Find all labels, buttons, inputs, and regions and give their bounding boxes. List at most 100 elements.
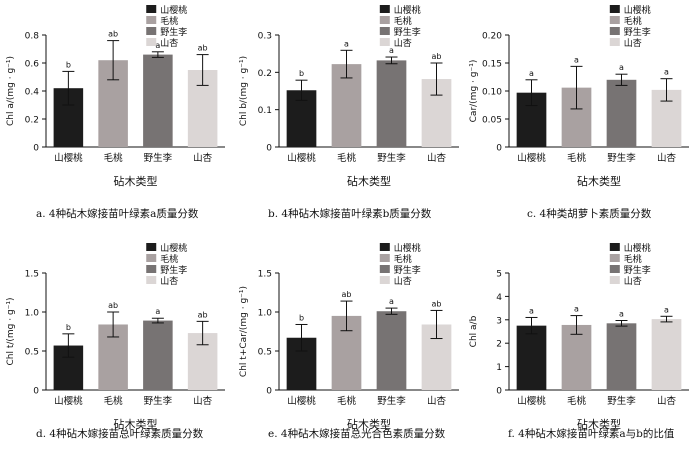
legend-swatch	[146, 276, 157, 284]
y-tick-label: 0	[266, 144, 272, 154]
y-tick-label: 0.15	[482, 60, 502, 70]
y-tick-label: 0	[33, 144, 39, 154]
legend-swatch	[609, 5, 620, 13]
legend-swatch	[146, 16, 157, 24]
legend-swatch	[609, 243, 620, 251]
legend-label: 山杏	[160, 37, 178, 49]
legend-label: 山杏	[394, 275, 412, 287]
x-tick-label: 山杏	[193, 152, 213, 164]
legend-label: 山杏	[160, 275, 178, 287]
x-axis-title: 砧木类型	[114, 417, 158, 431]
bar	[606, 79, 637, 147]
x-tick-label: 毛桃	[337, 395, 357, 407]
legend-swatch	[379, 243, 390, 251]
legend-label: 野生李	[624, 26, 651, 38]
x-tick-label: 毛桃	[104, 152, 124, 164]
legend-label: 野生李	[160, 26, 187, 38]
significance-label: ab	[342, 290, 352, 299]
legend-swatch	[379, 16, 390, 24]
y-tick-label: 0	[266, 387, 272, 397]
y-tick-label: 1.5	[25, 270, 39, 280]
y-tick-label: 4	[496, 293, 502, 303]
panel-caption: d. 4种砧木嫁接苗总叶绿素质量分数	[36, 428, 204, 440]
legend-label: 毛桃	[160, 15, 178, 27]
y-tick-label: 0	[496, 144, 502, 154]
significance-label: a	[389, 297, 394, 306]
legend-label: 野生李	[624, 264, 651, 276]
x-tick-label: 毛桃	[567, 395, 587, 407]
y-tick-label: 1.0	[25, 309, 40, 319]
legend-swatch	[609, 38, 620, 46]
x-tick-label: 毛桃	[104, 395, 124, 407]
significance-label: ab	[108, 301, 118, 310]
legend-label: 山樱桃	[624, 4, 651, 16]
significance-label: ab	[432, 52, 442, 61]
x-tick-label: 山杏	[657, 152, 677, 164]
legend-swatch	[609, 27, 620, 35]
legend-swatch	[146, 5, 157, 13]
significance-label: ab	[198, 310, 208, 319]
significance-label: a	[529, 69, 534, 78]
y-tick-label: 0.8	[25, 32, 40, 42]
x-tick-label: 山樱桃	[517, 395, 546, 407]
y-tick-label: 0.2	[25, 116, 39, 126]
legend-label: 野生李	[160, 264, 187, 276]
significance-label: b	[299, 313, 304, 322]
legend-label: 野生李	[394, 264, 421, 276]
significance-label: ab	[198, 44, 208, 53]
legend-label: 毛桃	[624, 253, 642, 265]
x-tick-label: 山杏	[427, 152, 447, 164]
significance-label: a	[155, 307, 160, 316]
significance-label: b	[66, 60, 71, 69]
significance-label: a	[574, 55, 579, 64]
y-tick-label: 2	[496, 340, 502, 350]
legend-swatch	[379, 276, 390, 284]
x-tick-label: 野生李	[144, 395, 173, 407]
legend-swatch	[379, 5, 390, 13]
legend-label: 山樱桃	[624, 242, 651, 254]
y-tick-label: 0.5	[25, 348, 39, 358]
legend-swatch	[609, 16, 620, 24]
legend-label: 山樱桃	[160, 4, 187, 16]
x-tick-label: 山樱桃	[54, 395, 83, 407]
y-axis-label: Chl t+Car/(mg · g⁻¹)	[239, 286, 249, 377]
bar	[561, 324, 592, 390]
legend-swatch	[146, 38, 157, 46]
panel-caption: e. 4种砧木嫁接苗总光合色素质量分数	[268, 428, 446, 440]
significance-label: a	[619, 63, 624, 72]
panel-caption: a. 4种砧木嫁接苗叶绿素a质量分数	[36, 208, 199, 220]
significance-label: a	[664, 68, 669, 77]
legend-label: 山樱桃	[394, 242, 421, 254]
y-axis-label: Chl a/b	[469, 315, 479, 347]
legend-label: 山杏	[624, 275, 642, 287]
x-tick-label: 山樱桃	[287, 152, 316, 164]
legend-label: 山杏	[624, 37, 642, 49]
legend-label: 毛桃	[624, 15, 642, 27]
significance-label: a	[389, 46, 394, 55]
significance-label: a	[664, 305, 669, 314]
y-axis-label: Chl a/(mg · g⁻¹)	[6, 56, 16, 126]
legend-label: 山樱桃	[160, 242, 187, 254]
bar	[376, 60, 407, 147]
chart-panel-4: 0 0.5 1.0 1.5 Chl t/(mg · g⁻¹) b 山樱桃 ab 毛桃 a 野生李 ab…	[6, 242, 225, 431]
x-tick-label: 山杏	[657, 395, 677, 407]
significance-label: ab	[432, 299, 442, 308]
panel-caption: c. 4种类胡萝卜素质量分数	[527, 208, 652, 220]
bar	[606, 323, 637, 390]
bar	[376, 311, 407, 390]
bar	[651, 319, 682, 390]
panel-caption: f. 4种砧木嫁接苗叶绿素a与b的比值	[508, 428, 675, 440]
y-axis-label: Chl b/(mg · g⁻¹)	[239, 56, 249, 126]
bar	[143, 54, 173, 147]
x-tick-label: 野生李	[607, 152, 636, 164]
y-tick-label: 0.1	[258, 106, 272, 116]
chart-panel-5: 0 0.5 1.0 1.5 Chl t+Car/(mg · g⁻¹) b 山樱桃 ab 毛桃 a 野…	[239, 242, 459, 431]
y-tick-label: 1.5	[258, 270, 272, 280]
x-tick-label: 山樱桃	[287, 395, 316, 407]
chart-panel-3: 0 0.05 0.10 0.15 0.20 Car/(mg · g⁻¹) a 山樱桃 a 毛桃 a 野…	[469, 4, 689, 188]
legend-swatch	[146, 265, 157, 273]
legend-label: 野生李	[394, 26, 421, 38]
significance-label: a	[574, 305, 579, 314]
